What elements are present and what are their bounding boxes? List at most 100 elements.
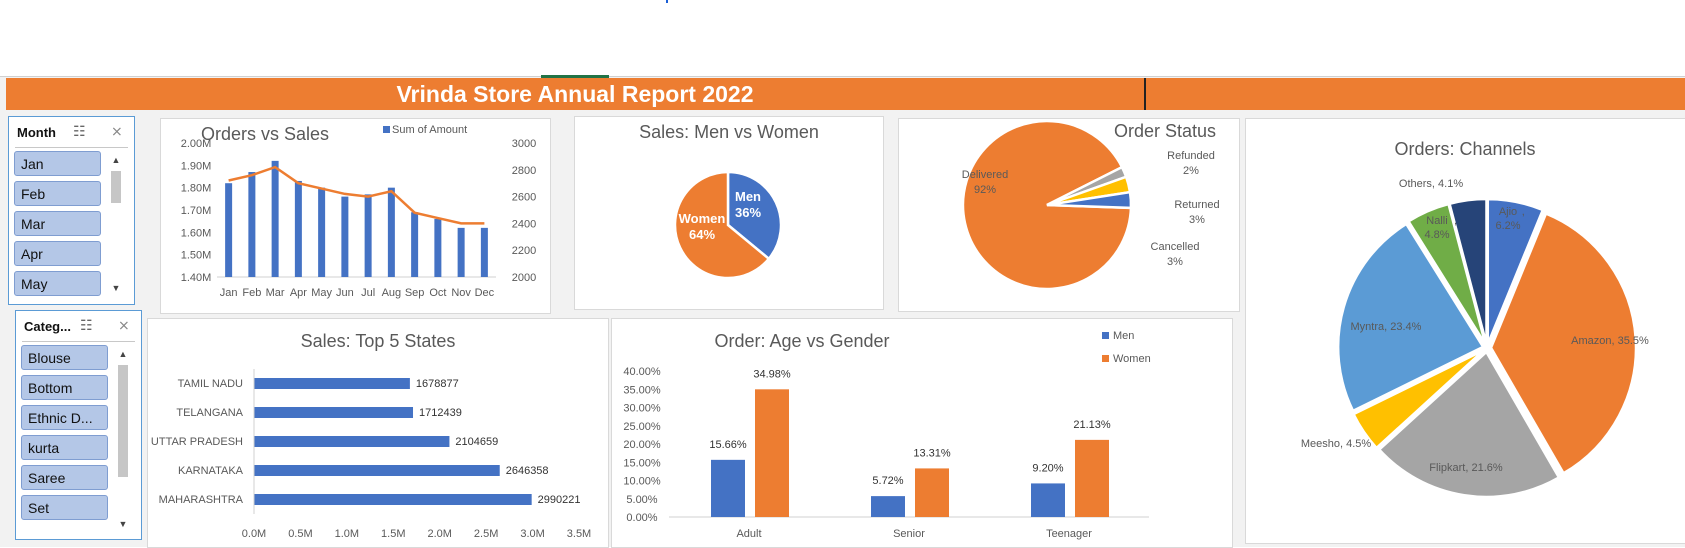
y-tick-label: 25.00% — [623, 421, 661, 433]
x-tick-label: 2.5M — [474, 528, 498, 540]
x-tick-label: 3.0M — [520, 528, 544, 540]
bar-amount — [411, 212, 419, 277]
status-value: 3% — [1167, 256, 1183, 268]
multi-select-icon[interactable]: ☷ — [73, 123, 86, 139]
channel-sep: , — [1465, 462, 1471, 474]
slicer-item-month[interactable]: Jan — [14, 151, 101, 176]
chart-title: Orders: Channels — [1394, 139, 1535, 159]
category-slicer-scrollbar[interactable]: ▲ ▼ — [116, 349, 130, 535]
bar-men — [711, 459, 745, 517]
channel-value: 35.5% — [1618, 335, 1649, 347]
channel-slice-4 — [1336, 222, 1485, 413]
slicer-item-category[interactable]: Set — [21, 495, 108, 520]
slicer-item-month[interactable]: Feb — [14, 181, 101, 206]
slicer-item-month[interactable]: Apr — [14, 241, 101, 266]
state-label: TAMIL NADU — [178, 378, 243, 390]
men-vs-women-chart[interactable]: Sales: Men vs Women Men 36% Women 64% — [574, 116, 884, 310]
bar-women — [1075, 439, 1109, 517]
slicer-item-category[interactable]: kurta — [21, 435, 108, 460]
x-tick-label: Sep — [405, 287, 425, 299]
channel-label: Nalli — [1426, 215, 1447, 227]
channel-label: Ajio — [1499, 206, 1517, 218]
state-value: 2104659 — [455, 436, 498, 448]
clear-filter-icon[interactable]: ⨯ — [118, 317, 130, 333]
age-vs-gender-svg: Order: Age vs Gender Men Women 0.00% 5.00% 10… — [623, 330, 1151, 540]
slicer-item-category[interactable]: Saree — [21, 465, 108, 490]
clear-filter-icon[interactable]: ⨯ — [111, 123, 123, 139]
state-bar — [254, 436, 450, 447]
legend-label-women: Women — [1113, 353, 1151, 365]
report-title: Vrinda Store Annual Report 2022 — [396, 81, 754, 107]
bar-men — [1031, 483, 1065, 517]
legend-swatch-men — [1102, 332, 1109, 339]
state-bar — [254, 465, 500, 476]
y-left-tick-label: 1.90M — [181, 160, 212, 172]
slicer-item-month[interactable]: Mar — [14, 211, 101, 236]
channel-label-group: Flipkart, 21.6% — [1429, 462, 1503, 474]
channel-sep: , — [1432, 178, 1438, 190]
scroll-down-icon[interactable]: ▼ — [118, 519, 128, 529]
bar-value-label: 13.31% — [913, 447, 951, 459]
category-slicer[interactable]: Categ... ☷ ⨯ Blouse Bottom Ethnic D... kurt… — [15, 310, 142, 540]
scrollbar-thumb[interactable] — [118, 365, 128, 477]
state-label: KARNATAKA — [178, 465, 244, 477]
scroll-down-icon[interactable]: ▼ — [111, 283, 121, 293]
channel-slice-6 — [1448, 197, 1488, 345]
channel-sep: , — [1384, 321, 1390, 333]
slicer-header-divider — [15, 147, 128, 148]
x-tick-label: 2.0M — [427, 528, 451, 540]
bar-amount — [294, 180, 302, 277]
bar-amount — [364, 194, 372, 277]
y-right-tick-label: 3000 — [512, 138, 536, 150]
slicer-item-category[interactable]: Bottom — [21, 375, 108, 400]
month-slicer[interactable]: Month ☷ ⨯ Jan Feb Mar Apr May ▲ ▼ — [8, 116, 135, 305]
x-tick-label: Apr — [290, 287, 307, 299]
channel-value: 4.5% — [1346, 438, 1371, 450]
channel-value: 21.6% — [1471, 462, 1502, 474]
bar-value-label: 5.72% — [872, 475, 903, 487]
bar-value-label: 34.98% — [753, 368, 791, 380]
slicer-header-divider — [22, 341, 135, 342]
y-right-tick-label: 2000 — [512, 272, 536, 284]
month-slicer-scrollbar[interactable]: ▲ ▼ — [109, 155, 123, 299]
slicer-item-category[interactable]: Blouse — [21, 345, 108, 370]
bar-amount — [387, 187, 395, 277]
y-tick-label: 5.00% — [626, 494, 657, 506]
bar-amount — [318, 187, 326, 277]
pie-label-men: Men — [735, 189, 761, 204]
status-label: Refunded — [1167, 150, 1215, 162]
y-left-tick-label: 1.40M — [181, 272, 212, 284]
scroll-up-icon[interactable]: ▲ — [111, 155, 121, 165]
orders-vs-sales-chart[interactable]: Orders vs Sales Sum of Amount 1.40M 1.50M 1.… — [160, 118, 551, 314]
slicer-item-month[interactable]: May — [14, 271, 101, 296]
slicer-item-category[interactable]: Ethnic D... — [21, 405, 108, 430]
top-states-chart[interactable]: Sales: Top 5 States TAMIL NADU 1678877 TELA… — [147, 318, 609, 548]
month-slicer-header: Month — [17, 125, 56, 140]
x-tick-label: 1.5M — [381, 528, 405, 540]
gender-slice-1 — [673, 170, 771, 280]
pie-value-men: 36% — [735, 205, 761, 220]
legend-label-men: Men — [1113, 330, 1134, 342]
scroll-up-icon[interactable]: ▲ — [118, 349, 128, 359]
channel-label: Myntra — [1351, 321, 1386, 333]
bar-amount — [480, 227, 488, 277]
x-tick-label: Mar — [266, 287, 285, 299]
multi-select-icon[interactable]: ☷ — [80, 317, 93, 333]
bar-amount — [271, 160, 279, 277]
state-label: TELANGANA — [176, 407, 243, 419]
channel-value: 4.8% — [1424, 229, 1449, 241]
channel-label: Others — [1399, 178, 1433, 190]
order-status-chart[interactable]: Order Status Delivered 92% Refunded 2% Return… — [898, 118, 1240, 312]
channels-chart[interactable]: Orders: Channels Ajio, 6.2% Amazon, 35.5% Fl… — [1245, 118, 1685, 544]
channel-label-group: Others, 4.1% — [1399, 178, 1463, 190]
age-vs-gender-chart[interactable]: Order: Age vs Gender Men Women 0.00% 5.00% 10… — [611, 318, 1233, 548]
scrollbar-thumb[interactable] — [111, 171, 121, 203]
chart-title: Sales: Men vs Women — [639, 122, 819, 142]
state-value: 2646358 — [506, 465, 549, 477]
channel-label-group: Amazon, 35.5% — [1571, 335, 1649, 347]
chart-title: Order: Age vs Gender — [714, 331, 889, 351]
channel-slice-2 — [1377, 349, 1561, 499]
x-tick-label: 0.5M — [288, 528, 312, 540]
state-bar — [254, 378, 410, 389]
bar-women — [915, 468, 949, 517]
